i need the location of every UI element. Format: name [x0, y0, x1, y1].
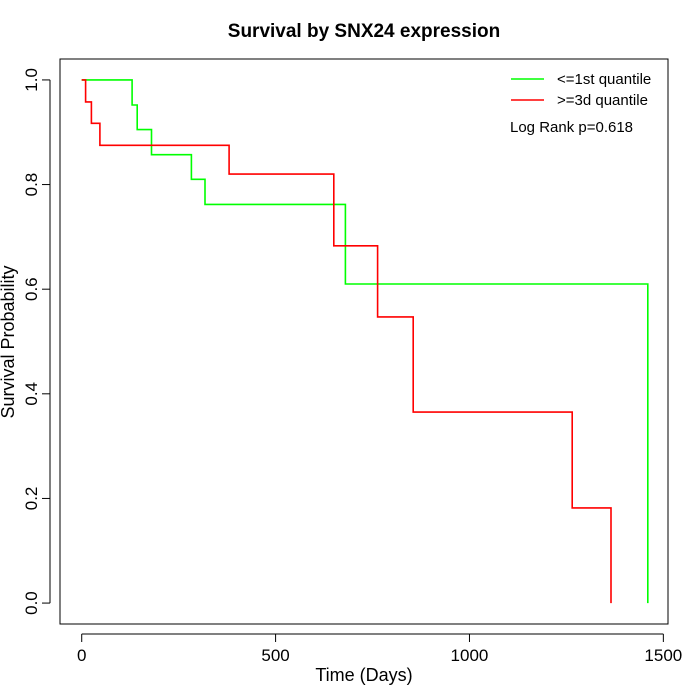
log-rank-annotation: Log Rank p=0.618 [510, 119, 633, 136]
x-tick-label: 1000 [451, 646, 489, 665]
y-tick-label: 0.6 [22, 277, 41, 301]
chart-title: Survival by SNX24 expression [228, 21, 500, 42]
series-line-2 [81, 79, 612, 604]
y-axis: 0.0 0.2 0.4 0.6 0.8 1.0 [22, 68, 51, 615]
y-axis-label: Survival Probability [0, 265, 18, 418]
survival-curves [81, 79, 649, 604]
y-tick-label: 0.0 [22, 591, 41, 615]
legend-label-2: >=3d quantile [557, 92, 648, 109]
series-line-1 [81, 79, 649, 604]
plot-frame [59, 58, 669, 625]
x-tick-label: 1500 [644, 646, 682, 665]
x-axis-label: Time (Days) [315, 665, 412, 685]
y-tick-label: 0.4 [22, 382, 41, 406]
x-tick-label: 0 [77, 646, 86, 665]
x-tick-label: 500 [261, 646, 289, 665]
x-axis: 0 500 1000 1500 [77, 633, 682, 665]
y-tick-label: 1.0 [22, 68, 41, 92]
y-tick-label: 0.2 [22, 487, 41, 511]
y-tick-label: 0.8 [22, 173, 41, 197]
legend: <=1st quantile >=3d quantile [511, 71, 651, 109]
legend-label-1: <=1st quantile [557, 71, 651, 88]
